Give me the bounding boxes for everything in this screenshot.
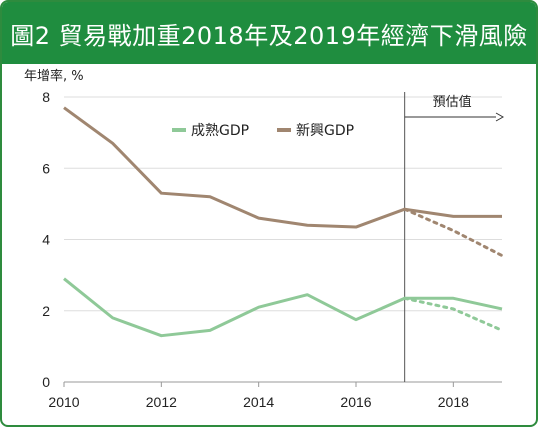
- forecast-arrowhead: [495, 112, 505, 122]
- series-line: [63, 277, 503, 338]
- y-tick-label: 8: [42, 89, 50, 105]
- x-tick-label: 2012: [146, 394, 177, 410]
- x-tick-label: 2016: [340, 394, 371, 410]
- forecast-label: 預估值: [433, 94, 472, 110]
- y-tick-label: 0: [42, 374, 50, 390]
- y-tick-label: 2: [42, 303, 50, 319]
- legend-label: 成熟GDP: [191, 123, 249, 139]
- chart-heading: 圖2 貿易戰加重2018年及2019年經濟下滑風險: [10, 21, 528, 50]
- downside-series-line: [403, 207, 504, 258]
- y-tick-label: 6: [42, 160, 50, 176]
- x-tick-label: 2014: [243, 394, 274, 410]
- y-axis-label: 年增率, %: [24, 68, 84, 84]
- series-line: [63, 106, 502, 229]
- legend-label: 新興GDP: [296, 123, 354, 139]
- y-tick-label: 4: [42, 232, 50, 248]
- downside-series-line: [403, 296, 504, 332]
- x-tick-label: 2018: [438, 394, 469, 410]
- x-tick-label: 2010: [48, 394, 79, 410]
- title-bar: 圖2 貿易戰加重2018年及2019年經濟下滑風險: [2, 2, 536, 64]
